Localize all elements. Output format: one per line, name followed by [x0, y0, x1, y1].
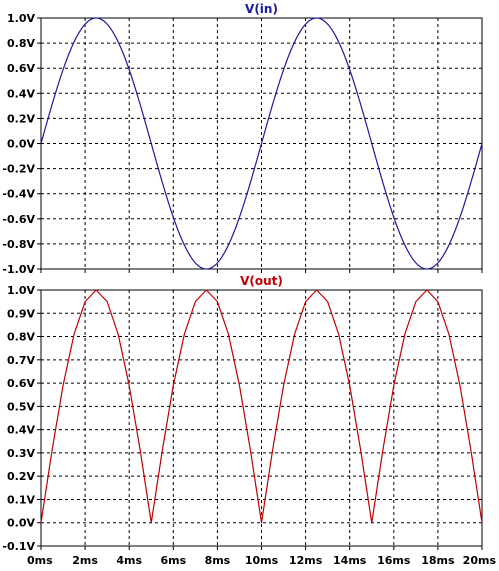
- chart-1-series-0-line: [40, 17, 483, 270]
- chart-2-x-tick-label-7: 14ms: [333, 554, 367, 567]
- chart-2-series-0-line: [40, 289, 483, 524]
- chart-1-y-tick-label-3: -0.4V: [2, 188, 35, 201]
- chart-1-y-tick-label-6: 0.2V: [7, 112, 35, 125]
- chart-2-y-tick-label-3: 0.2V: [7, 470, 35, 483]
- chart-2-x-tick-label-8: 16ms: [377, 554, 411, 567]
- chart-2-y-tick-label-7: 0.6V: [7, 377, 35, 390]
- chart-2-y-tick-label-8: 0.7V: [7, 354, 35, 367]
- chart-1-y-tick-label-4: -0.2V: [2, 163, 35, 176]
- chart-2-y-tick-label-6: 0.5V: [7, 400, 35, 413]
- chart-1-y-tick-label-0: -1.0V: [2, 263, 35, 276]
- chart-1-y-tick-label-8: 0.6V: [7, 62, 35, 75]
- chart-2-y-tick-label-2: 0.1V: [7, 493, 35, 506]
- chart-2-x-tick-label-1: 2ms: [72, 554, 98, 567]
- chart-1-y-tick-label-9: 0.8V: [7, 37, 35, 50]
- chart-2-y-tick-label-4: 0.3V: [7, 447, 35, 460]
- chart-1-y-tick-label-7: 0.4V: [7, 87, 35, 100]
- chart-1-y-tick-label-1: -0.8V: [2, 238, 35, 251]
- chart-2-y-tick-label-10: 0.9V: [7, 307, 35, 320]
- chart-1-y-tick-label-5: 0.0V: [7, 138, 35, 151]
- chart-2-x-tick-label-5: 10ms: [245, 554, 279, 567]
- chart-2-x-tick-label-3: 6ms: [160, 554, 186, 567]
- chart-2-x-tick-label-4: 8ms: [205, 554, 231, 567]
- chart-2-y-tick-label-9: 0.8V: [7, 331, 35, 344]
- chart-2-x-tick-label-2: 4ms: [116, 554, 142, 567]
- chart-2-x-tick-label-0: 0ms: [27, 554, 53, 567]
- chart-2-y-tick-label-0: -0.1V: [2, 540, 35, 553]
- chart-1-y-tick-label-2: -0.6V: [2, 213, 35, 226]
- chart-2-x-tick-label-6: 12ms: [289, 554, 323, 567]
- chart-2-x-tick-label-9: 18ms: [421, 554, 455, 567]
- chart-2-x-tick-label-10: 20ms: [463, 554, 497, 567]
- chart-2-title: V(out): [240, 274, 283, 288]
- chart-2-y-tick-label-11: 1.0V: [7, 284, 35, 297]
- chart-2-y-tick-label-1: 0.0V: [7, 517, 35, 530]
- chart-1-title: V(in): [245, 2, 278, 16]
- chart-1-y-tick-label-10: 1.0V: [7, 12, 35, 25]
- chart-2-y-tick-label-5: 0.4V: [7, 424, 35, 437]
